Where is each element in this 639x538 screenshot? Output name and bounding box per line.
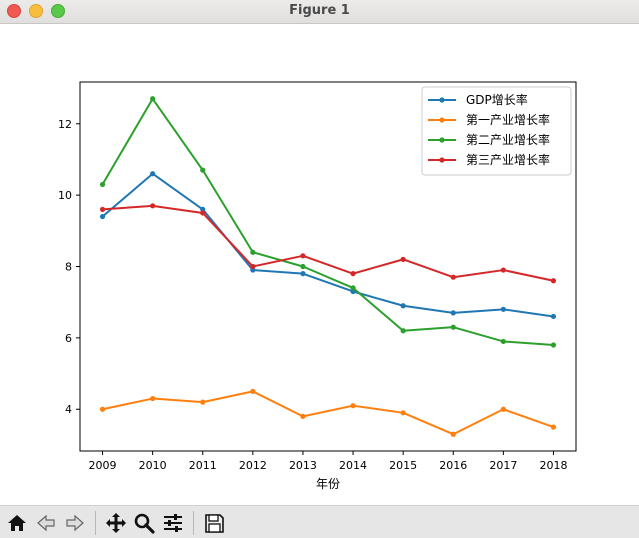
- data-point: [150, 395, 156, 402]
- legend-marker: [439, 117, 445, 123]
- data-point: [250, 388, 256, 395]
- data-point: [500, 406, 506, 412]
- data-point: [200, 167, 206, 173]
- home-button[interactable]: [4, 510, 30, 536]
- legend-box: [421, 86, 572, 176]
- data-point: [300, 271, 306, 277]
- save-icon: [205, 514, 224, 533]
- y-tick-label: 10: [58, 189, 72, 202]
- data-point: [400, 256, 406, 262]
- x-tick-label: 2011: [189, 459, 217, 472]
- data-point: [99, 206, 106, 213]
- data-point: [200, 399, 206, 405]
- legend-label: 第二产业增长率: [466, 132, 550, 147]
- series-line-1: [101, 172, 554, 318]
- y-tick-label: 8: [65, 261, 72, 274]
- data-point: [400, 303, 406, 309]
- data-point: [500, 338, 506, 345]
- figure-canvas: 2009 2010 2011 2012 2013 2014 2015 2016 2017 2018…: [58, 81, 577, 491]
- maximize-window-button[interactable]: [51, 4, 65, 18]
- data-point: [550, 424, 557, 430]
- legend-marker: [439, 97, 445, 103]
- data-point: [200, 210, 206, 216]
- back-button[interactable]: [33, 510, 59, 536]
- forward-icon: [66, 514, 84, 532]
- legend-label: GDP增长率: [466, 92, 528, 107]
- save-button[interactable]: [201, 510, 227, 536]
- data-point: [150, 96, 156, 102]
- data-point: [250, 267, 256, 273]
- forward-button[interactable]: [62, 510, 88, 536]
- data-point: [200, 206, 206, 213]
- data-point: [250, 249, 256, 255]
- legend-label: 第三产业增长率: [466, 152, 550, 167]
- minimize-window-button[interactable]: [29, 4, 43, 18]
- x-tick-label: 2012: [239, 459, 267, 472]
- y-tick-label: 4: [65, 403, 72, 416]
- x-tick-label: 2017: [489, 459, 517, 472]
- x-tick-label: 2016: [439, 459, 467, 472]
- data-point: [500, 306, 506, 312]
- data-point: [450, 310, 456, 316]
- data-point: [99, 181, 106, 188]
- data-point: [300, 413, 306, 419]
- legend-marker: [439, 137, 445, 143]
- data-point: [500, 267, 506, 273]
- plot-area: 2009 2010 2011 2012 2013 2014 2015 2016 2017 2018…: [58, 81, 577, 491]
- series-line-2: [102, 390, 554, 436]
- navigation-toolbar: [0, 505, 639, 538]
- pan-button[interactable]: [103, 510, 129, 536]
- data-point: [350, 285, 356, 291]
- x-axis-label: 年份: [316, 477, 340, 491]
- data-point: [350, 403, 356, 409]
- configure-icon: [164, 514, 182, 532]
- data-point: [300, 253, 306, 259]
- x-tick-label: 2013: [289, 459, 317, 472]
- zoom-button[interactable]: [131, 510, 157, 536]
- y-tick-label: 12: [58, 118, 72, 131]
- back-icon: [37, 514, 55, 532]
- data-point: [99, 213, 106, 220]
- x-tick-label: 2009: [89, 459, 117, 472]
- x-tick-label: 2015: [389, 459, 417, 472]
- data-point: [150, 171, 156, 177]
- data-point: [450, 431, 456, 437]
- close-window-button[interactable]: [7, 4, 21, 18]
- window-title: Figure 1: [289, 3, 350, 18]
- data-point: [400, 328, 406, 334]
- data-point: [250, 263, 256, 270]
- legend-label: 第一产业增长率: [466, 112, 550, 127]
- data-point: [300, 263, 306, 270]
- home-icon: [8, 515, 26, 531]
- zoom-icon: [134, 513, 155, 534]
- x-tick-label: 2018: [539, 459, 567, 472]
- data-point: [400, 410, 406, 416]
- legend-marker: [439, 157, 445, 163]
- series-line-3: [101, 97, 554, 347]
- window-titlebar: Figure 1: [0, 0, 639, 24]
- data-point: [99, 406, 106, 412]
- pan-icon: [106, 513, 126, 533]
- y-tick-label: 6: [65, 332, 72, 345]
- toolbar-separator: [193, 511, 194, 535]
- data-point: [550, 313, 557, 320]
- series-line-4: [102, 204, 554, 282]
- configure-subplots-button[interactable]: [160, 510, 186, 536]
- data-point: [350, 271, 356, 277]
- data-point: [550, 342, 557, 348]
- data-point: [150, 203, 156, 209]
- data-point: [450, 324, 456, 330]
- x-tick-label: 2014: [339, 459, 367, 472]
- data-point: [450, 274, 456, 280]
- data-point: [550, 278, 557, 284]
- toolbar-separator: [95, 511, 96, 535]
- x-tick-label: 2010: [139, 459, 167, 472]
